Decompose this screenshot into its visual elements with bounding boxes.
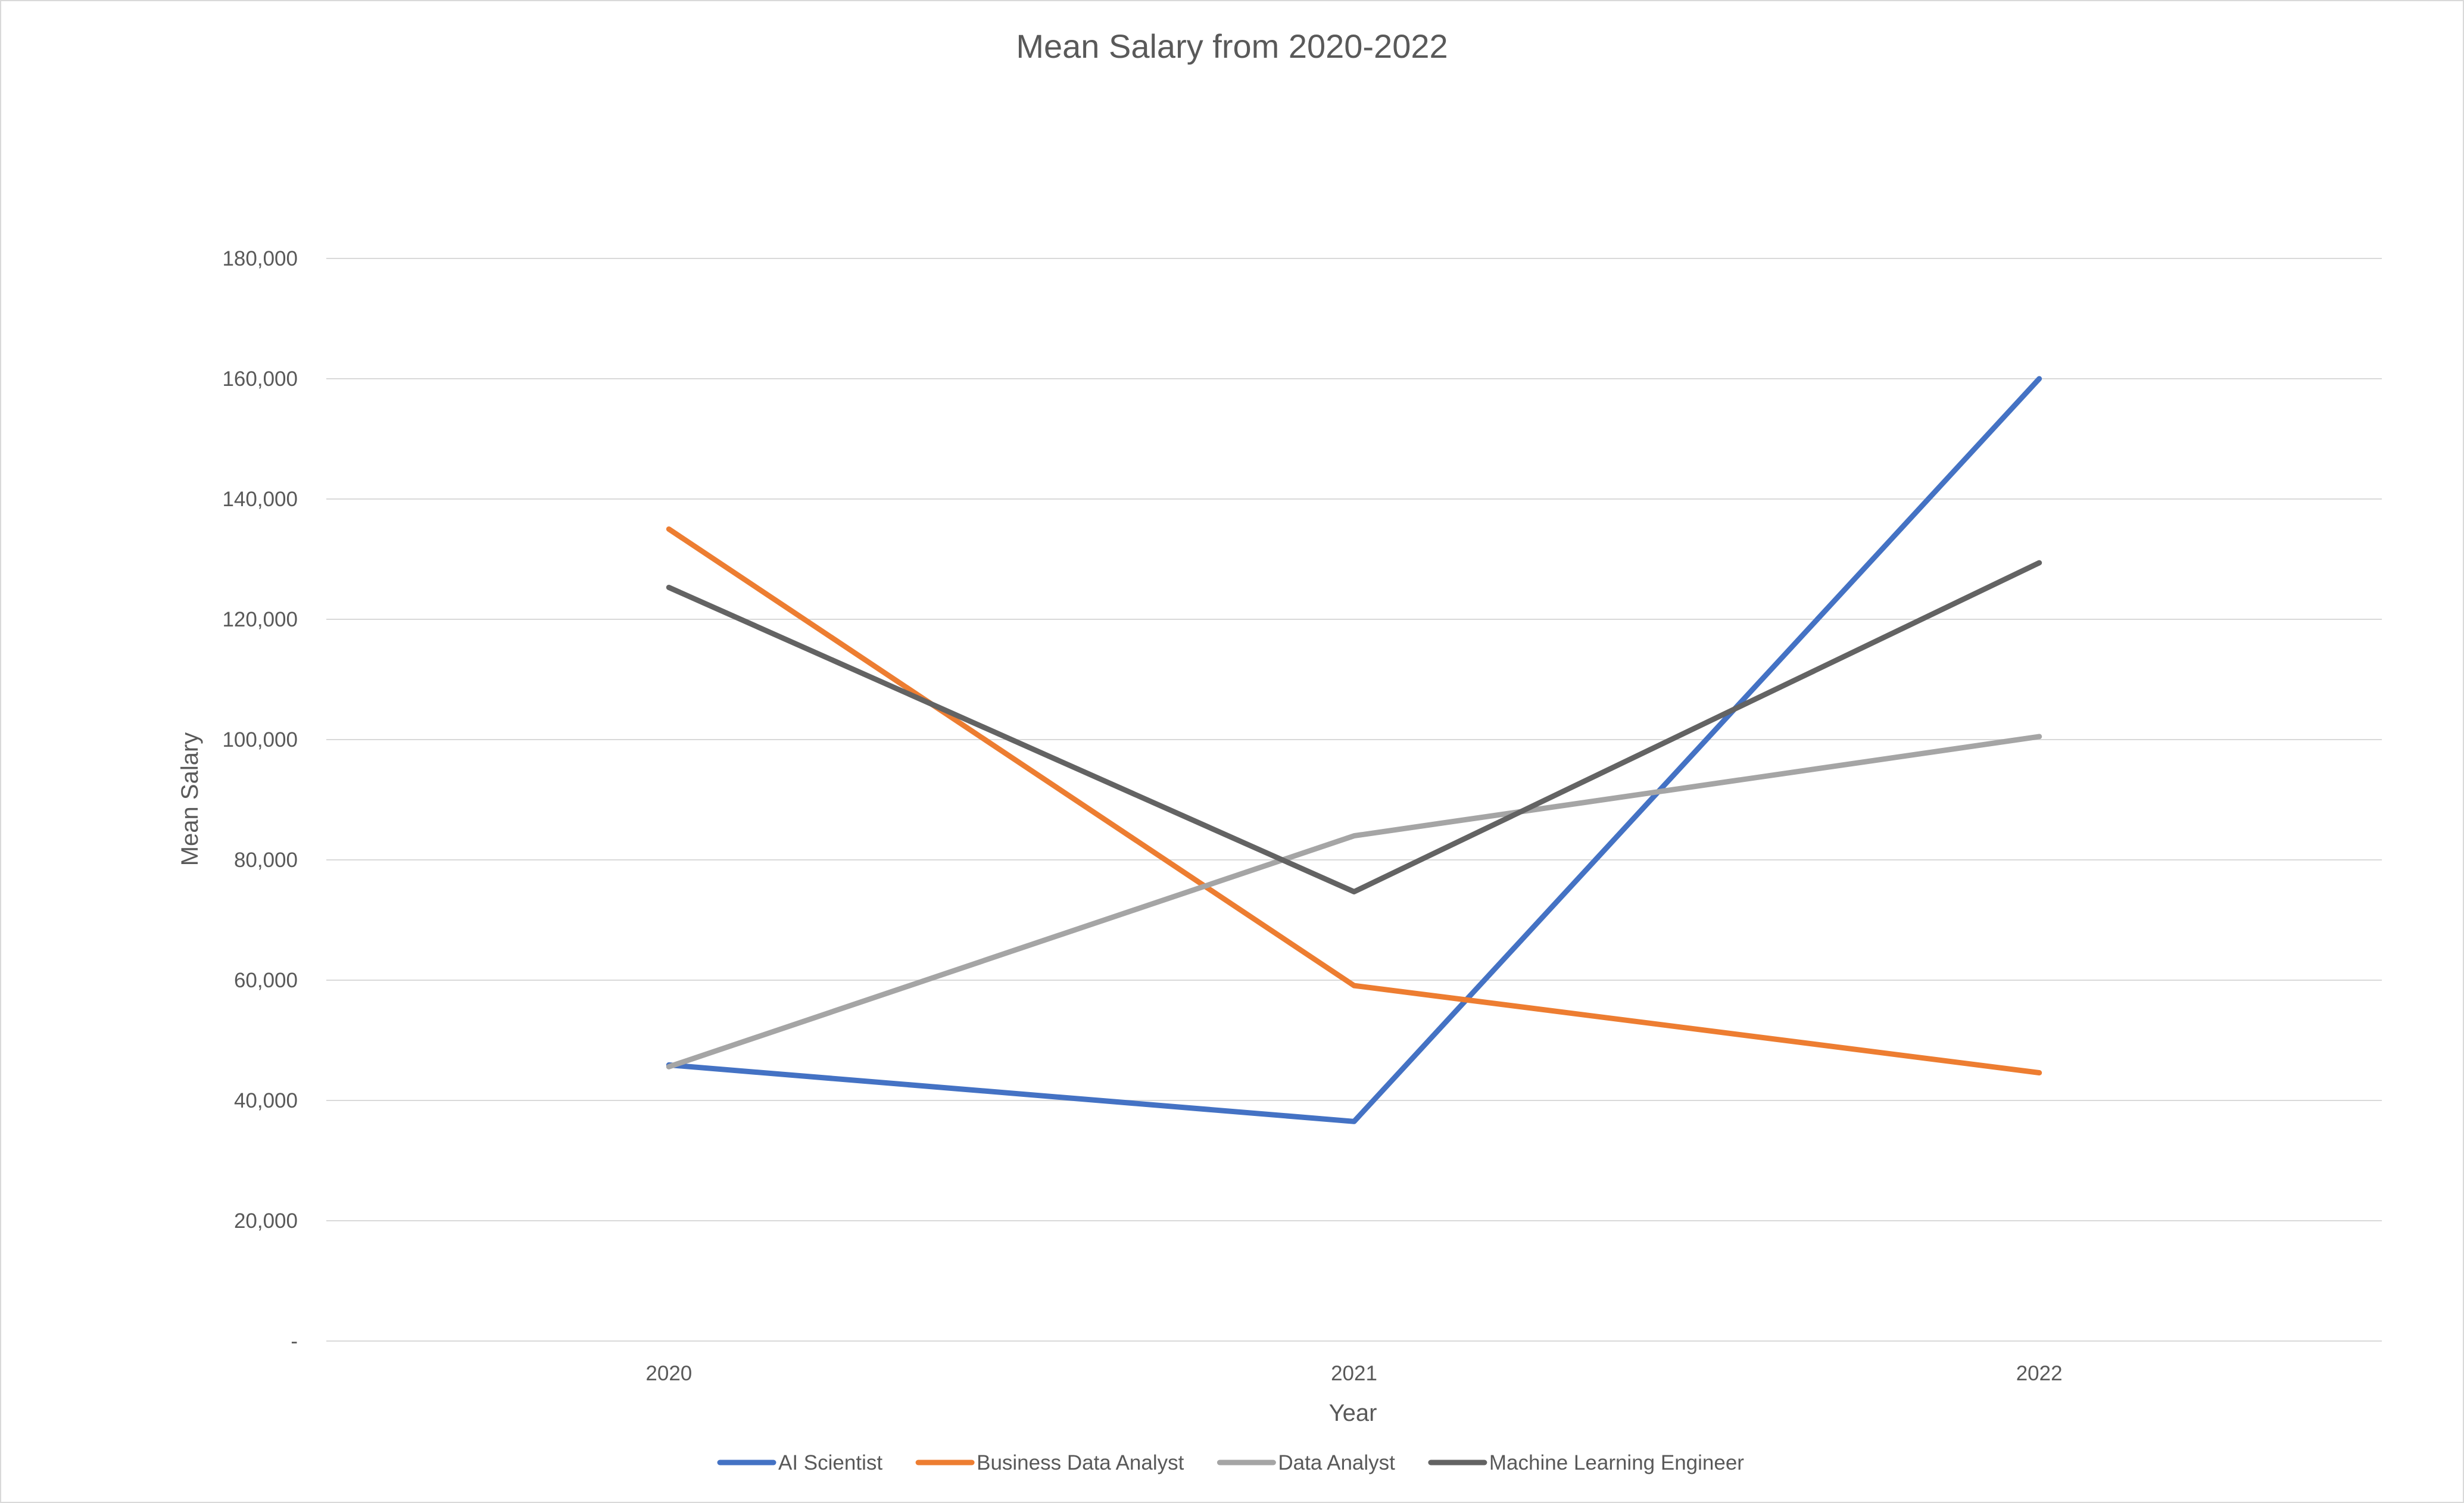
y-tick-label-60000: 60,000 bbox=[234, 969, 298, 992]
legend-item-ai-scientist: AI Scientist bbox=[717, 1451, 882, 1474]
y-tick-label-160000: 160,000 bbox=[222, 367, 298, 391]
x-axis-tick-labels: 2020 2021 2022 bbox=[645, 1362, 2062, 1385]
series-lines bbox=[666, 376, 2042, 1124]
gridlines bbox=[326, 258, 2382, 1342]
y-tick-label-140000: 140,000 bbox=[222, 488, 298, 511]
y-tick-label-180000: 180,000 bbox=[222, 247, 298, 270]
legend-item-machine-learning-engineer: Machine Learning Engineer bbox=[1428, 1451, 1744, 1474]
legend-item-data-analyst: Data Analyst bbox=[1217, 1451, 1395, 1474]
legend-label-machine-learning-engineer: Machine Learning Engineer bbox=[1489, 1451, 1744, 1474]
y-tick-label-80000: 80,000 bbox=[234, 849, 298, 872]
y-axis-tick-labels: - 20,000 40,000 60,000 80,000 100,000 120,000 1… bbox=[222, 247, 298, 1353]
y-tick-label-20000: 20,000 bbox=[234, 1209, 298, 1233]
legend: AI Scientist Business Data Analyst Data An… bbox=[717, 1451, 1744, 1474]
chart-title: Mean Salary from 2020-2022 bbox=[1016, 27, 1448, 65]
legend-label-ai-scientist: AI Scientist bbox=[778, 1451, 882, 1474]
legend-item-business-data-analyst: Business Data Analyst bbox=[915, 1451, 1184, 1474]
y-tick-label-0: - bbox=[291, 1330, 298, 1353]
legend-label-data-analyst: Data Analyst bbox=[1278, 1451, 1395, 1474]
series-line-business-data-analyst bbox=[666, 526, 2042, 1075]
legend-label-business-data-analyst: Business Data Analyst bbox=[977, 1451, 1184, 1474]
x-tick-label-2022: 2022 bbox=[2016, 1362, 2063, 1385]
y-tick-label-100000: 100,000 bbox=[222, 728, 298, 751]
x-axis-title: Year bbox=[1329, 1400, 1377, 1426]
y-tick-label-120000: 120,000 bbox=[222, 608, 298, 631]
y-tick-label-40000: 40,000 bbox=[234, 1089, 298, 1112]
series-line-ai-scientist bbox=[666, 376, 2042, 1124]
x-tick-label-2020: 2020 bbox=[645, 1362, 692, 1385]
x-tick-label-2021: 2021 bbox=[1331, 1362, 1377, 1385]
series-line-machine-learning-engineer bbox=[666, 560, 2042, 894]
series-line-data-analyst bbox=[666, 734, 2042, 1069]
y-axis-title: Mean Salary bbox=[177, 732, 203, 866]
